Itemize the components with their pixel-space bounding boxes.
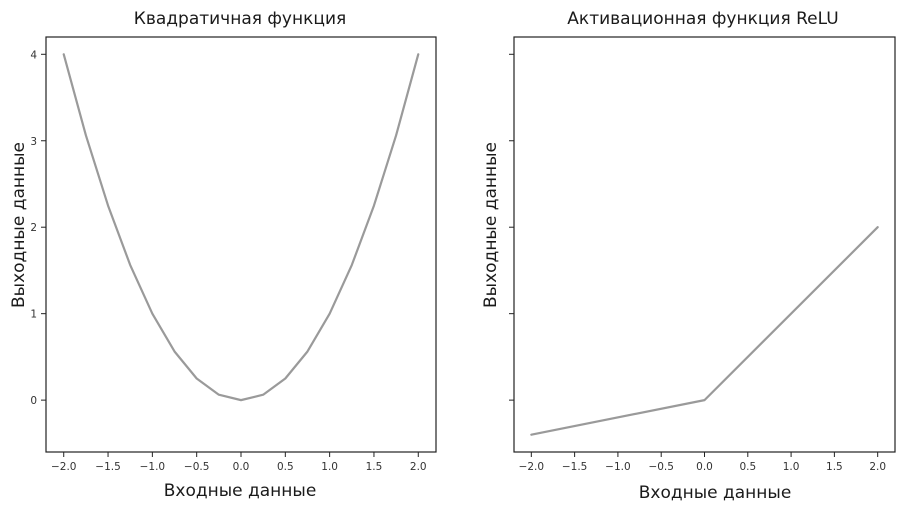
x-tick-label: −1.0 bbox=[605, 461, 631, 473]
x-axis: −2.0 −1.5 −1.0 −0.5 0.0 0.5 1.0 1.5 2.0 bbox=[51, 452, 427, 473]
y-tick-label: 4 bbox=[30, 49, 37, 61]
x-tick-label: −1.5 bbox=[95, 461, 121, 473]
series-line bbox=[62, 53, 420, 402]
x-tick-label: 2.0 bbox=[869, 461, 886, 473]
plot-frame bbox=[513, 36, 896, 453]
x-tick-label: 1.0 bbox=[783, 461, 800, 473]
x-axis: −2.0 −1.5 −1.0 −0.5 0.0 0.5 1.0 1.5 2.0 bbox=[519, 452, 886, 473]
y-axis: 0 1 2 3 4 bbox=[30, 49, 46, 407]
y-tick-label: 2 bbox=[30, 222, 37, 234]
x-tick-label: −0.5 bbox=[648, 461, 674, 473]
y-axis-label: Выходные данные bbox=[481, 142, 501, 308]
y-tick-label: 1 bbox=[30, 309, 37, 321]
x-tick-label: 1.5 bbox=[826, 461, 843, 473]
x-tick-label: −1.5 bbox=[562, 461, 588, 473]
series-line bbox=[530, 226, 879, 436]
x-tick-label: −2.0 bbox=[519, 461, 545, 473]
x-tick-label: 0.0 bbox=[696, 461, 713, 473]
chart-relu: Активационная функция ReLU −2.0 −1.5 −1.0−… bbox=[481, 9, 896, 503]
x-axis-label: Входные данные bbox=[639, 483, 792, 503]
x-tick-label: 2.0 bbox=[410, 461, 427, 473]
y-tick-label: 3 bbox=[30, 136, 37, 148]
series-group bbox=[530, 226, 879, 436]
y-axis bbox=[509, 53, 514, 401]
x-tick-label: 0.5 bbox=[277, 461, 294, 473]
chart-title: Квадратичная функция bbox=[134, 9, 346, 29]
x-tick-label: 0.5 bbox=[739, 461, 756, 473]
y-tick-label: 0 bbox=[30, 395, 37, 407]
x-axis-label: Входные данные bbox=[164, 481, 317, 501]
x-tick-label: −0.5 bbox=[184, 461, 210, 473]
x-tick-label: 0.0 bbox=[233, 461, 250, 473]
x-tick-label: −2.0 bbox=[51, 461, 77, 473]
chart-title: Активационная функция ReLU bbox=[567, 9, 838, 29]
x-tick-label: −1.0 bbox=[140, 461, 166, 473]
series-group bbox=[62, 53, 420, 402]
plot-frame bbox=[45, 36, 437, 453]
x-tick-label: 1.0 bbox=[321, 461, 338, 473]
x-tick-label: 1.5 bbox=[366, 461, 383, 473]
y-axis-label: Выходные данные bbox=[9, 142, 29, 308]
